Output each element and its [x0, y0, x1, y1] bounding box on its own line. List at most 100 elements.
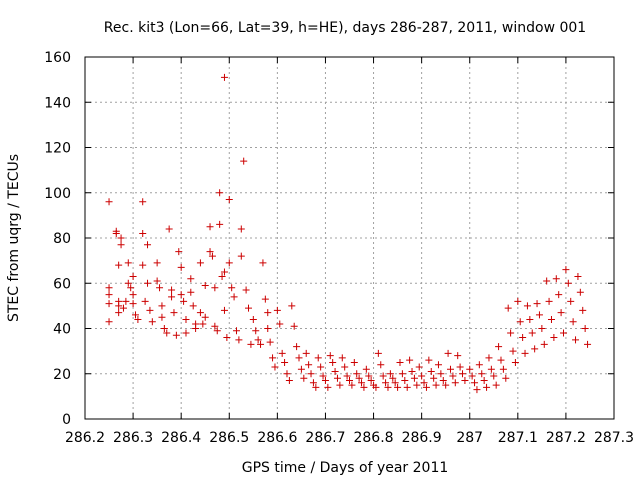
data-point — [466, 365, 474, 373]
data-point — [456, 363, 464, 371]
data-point — [473, 386, 481, 394]
data-point — [531, 345, 539, 353]
data-point — [249, 315, 257, 323]
data-point — [139, 198, 147, 206]
data-point — [410, 374, 418, 382]
y-tick-label: 60 — [53, 276, 71, 292]
data-point — [264, 309, 272, 317]
data-point — [172, 331, 180, 339]
data-point — [269, 354, 277, 362]
data-point — [382, 379, 390, 387]
data-point — [206, 223, 214, 231]
data-point — [418, 372, 426, 380]
data-point — [245, 304, 253, 312]
data-point — [254, 336, 262, 344]
data-point — [480, 377, 488, 385]
data-point — [317, 363, 325, 371]
data-point — [211, 284, 219, 292]
data-point — [124, 259, 132, 267]
data-point — [225, 259, 233, 267]
data-point — [144, 241, 152, 249]
data-point — [228, 284, 236, 292]
data-point — [319, 372, 327, 380]
data-point — [346, 377, 353, 385]
y-tick-label: 140 — [44, 95, 71, 111]
data-point — [156, 284, 164, 292]
x-tick-label: 286.4 — [161, 430, 201, 446]
y-tick-label: 160 — [44, 50, 71, 66]
data-point — [454, 352, 462, 360]
x-axis-label: GPS time / Days of year 2011 — [242, 460, 449, 476]
data-point — [264, 325, 272, 332]
data-point — [271, 363, 279, 371]
data-point — [175, 248, 183, 256]
data-point — [115, 309, 123, 317]
data-point — [187, 288, 195, 296]
data-point — [182, 329, 190, 337]
data-point — [538, 325, 546, 332]
data-point — [199, 320, 207, 328]
data-point — [168, 293, 176, 301]
data-point — [235, 336, 243, 344]
x-tick-label: 286.2 — [65, 430, 105, 446]
data-point — [367, 377, 375, 385]
data-point — [139, 229, 147, 237]
x-tick-label: 286.6 — [257, 430, 297, 446]
data-point — [444, 349, 452, 357]
data-point — [122, 297, 130, 305]
data-point — [124, 279, 132, 287]
data-point — [432, 381, 440, 389]
data-point — [427, 367, 435, 375]
data-point — [285, 377, 293, 385]
data-point — [273, 306, 281, 314]
data-point — [129, 300, 137, 308]
data-point — [216, 189, 224, 197]
data-point — [117, 241, 125, 249]
x-tick-label: 287 — [456, 430, 483, 446]
y-tick-labels: 0 20 40 60 80 100 120 140 160 — [44, 50, 71, 428]
axis-ticks — [84, 56, 615, 420]
data-point — [509, 347, 517, 355]
data-point — [232, 327, 240, 335]
data-point — [584, 340, 592, 348]
data-point — [341, 363, 349, 371]
data-point — [196, 309, 204, 317]
data-point — [386, 370, 394, 378]
data-point — [526, 315, 534, 323]
data-point — [261, 295, 269, 303]
data-point — [321, 377, 329, 385]
data-point — [220, 73, 228, 81]
data-point — [461, 377, 469, 385]
data-point — [192, 325, 200, 332]
data-point — [115, 261, 123, 269]
data-point — [492, 381, 500, 389]
data-point — [478, 370, 486, 378]
data-point — [362, 365, 370, 373]
data-point — [338, 354, 346, 362]
data-point — [420, 379, 428, 387]
data-point — [216, 220, 224, 228]
data-point — [562, 266, 570, 274]
data-point — [406, 356, 414, 364]
data-point — [105, 318, 113, 326]
data-point — [165, 225, 173, 233]
data-point — [475, 361, 483, 369]
data-point — [201, 313, 209, 321]
data-point — [297, 365, 305, 373]
data-point — [557, 309, 565, 317]
y-tick-label: 0 — [62, 412, 71, 428]
data-point — [144, 279, 152, 287]
data-point — [180, 297, 188, 305]
data-point — [196, 259, 204, 267]
y-tick-label: 40 — [53, 322, 71, 338]
data-point — [569, 318, 577, 326]
data-point — [158, 302, 166, 310]
data-point — [545, 297, 553, 305]
data-point — [220, 306, 228, 314]
x-tick-label: 286.5 — [209, 430, 249, 446]
data-point — [547, 315, 555, 323]
data-point — [290, 322, 298, 330]
data-point — [314, 354, 322, 362]
data-point — [259, 259, 267, 267]
